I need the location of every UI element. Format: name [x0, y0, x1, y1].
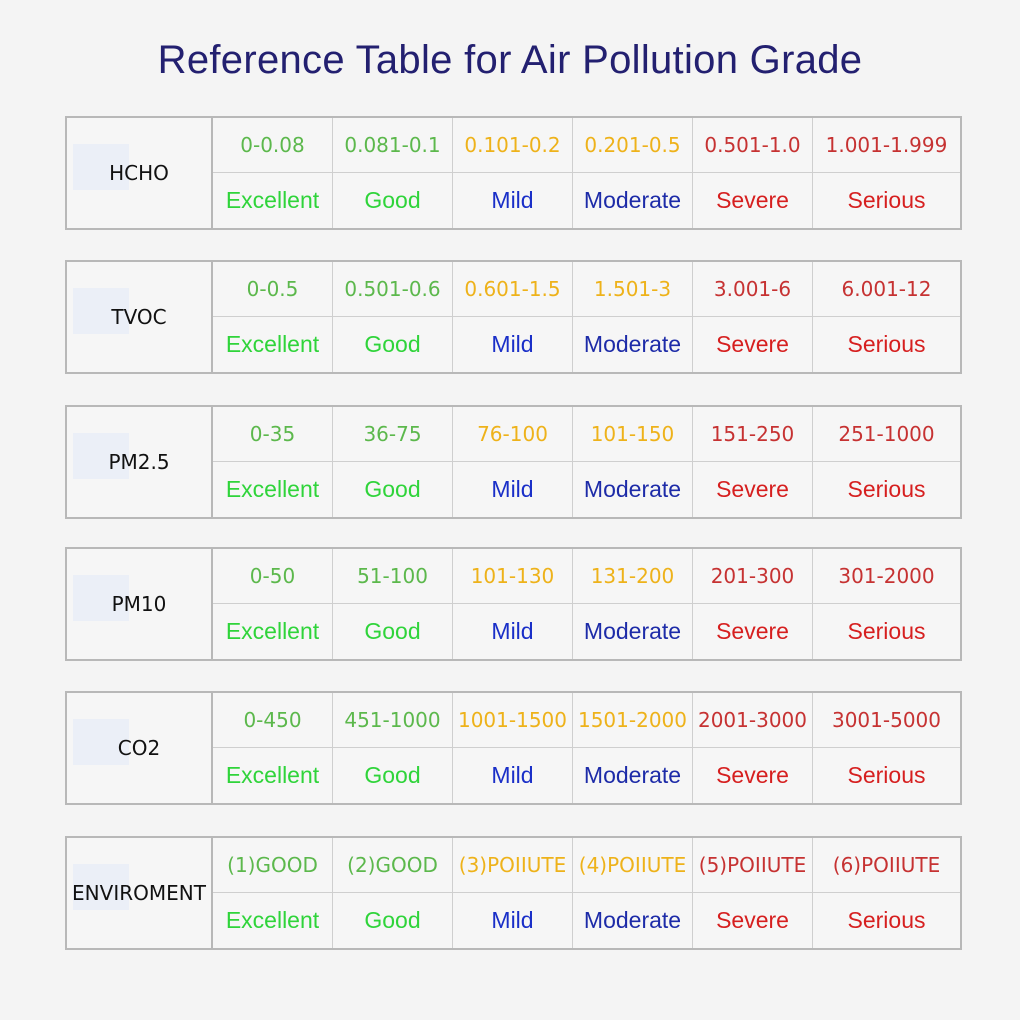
- grade-cell: Serious: [847, 187, 926, 213]
- grade-cell: Severe: [693, 604, 813, 659]
- range-cell: 0.601-1.5: [453, 262, 573, 317]
- range-cell: (5)POIIUTE: [693, 838, 813, 893]
- grade-cell: Mild: [453, 317, 573, 372]
- table-tvoc: TVOC 0-0.5 0.501-0.6 0.601-1.5 1.501-3 3.001-…: [65, 260, 962, 374]
- grade-cell: Severe: [693, 748, 813, 803]
- range-cell: (3)POIIUTE: [453, 838, 573, 893]
- page-title: Reference Table for Air Pollution Grade: [157, 38, 863, 82]
- grade-cell: Serious: [847, 331, 926, 357]
- grade-cell: Severe: [693, 893, 813, 948]
- grade-cell: Moderate: [573, 173, 693, 228]
- label-watermark: [73, 433, 129, 479]
- range-cell: 1501-2000: [573, 693, 693, 748]
- range-cell: 1.501-3: [573, 262, 693, 317]
- range-cell: 251-1000: [813, 407, 960, 462]
- range-cell: 201-300: [693, 549, 813, 604]
- range-cell: 0-50: [213, 549, 333, 604]
- grade-cell: Severe: [693, 317, 813, 372]
- pollutant-label: HCHO: [67, 118, 213, 228]
- range-cell: 1001-1500: [453, 693, 573, 748]
- range-cell: 0-450: [213, 693, 333, 748]
- grade-cell: Good: [333, 462, 453, 517]
- grade-cell: Excellent: [213, 748, 333, 803]
- range-cell: 0.501-1.0: [693, 118, 813, 173]
- grade-cell: Good: [333, 173, 453, 228]
- range-cell: 0.201-0.5: [573, 118, 693, 173]
- table-co2: CO2 0-450 451-1000 1001-1500 1501-2000 2001-3…: [65, 691, 962, 805]
- grade-cell: Mild: [453, 748, 573, 803]
- range-cell: 451-1000: [333, 693, 453, 748]
- range-cell: 76-100: [453, 407, 573, 462]
- range-cell: 101-130: [453, 549, 573, 604]
- grade-cell: Serious: [847, 476, 926, 502]
- range-cell: 0-0.08: [213, 118, 333, 173]
- pollutant-name: ENVIROMENT: [72, 881, 206, 905]
- grade-cell: Excellent: [213, 893, 333, 948]
- grade-cell: Good: [333, 317, 453, 372]
- label-watermark: [73, 575, 129, 621]
- range-cell: 36-75: [333, 407, 453, 462]
- range-cell: 2001-3000: [693, 693, 813, 748]
- pollutant-label: PM2.5: [67, 407, 213, 517]
- pollutant-label: TVOC: [67, 262, 213, 372]
- range-cell: 1.001-1.999: [813, 118, 960, 173]
- grade-cell: Excellent: [213, 173, 333, 228]
- range-cell: (1)GOOD: [213, 838, 333, 893]
- grade-cell: Moderate: [573, 317, 693, 372]
- range-cell: 151-250: [693, 407, 813, 462]
- range-cell: (4)POIIUTE: [573, 838, 693, 893]
- range-cell: 301-2000: [813, 549, 960, 604]
- grade-cell: Excellent: [213, 317, 333, 372]
- range-cell: 3.001-6: [693, 262, 813, 317]
- range-cell: 0-0.5: [213, 262, 333, 317]
- label-watermark: [73, 288, 129, 334]
- grade-cell: Good: [333, 893, 453, 948]
- range-cell: 0.501-0.6: [333, 262, 453, 317]
- range-cell: 0-35: [213, 407, 333, 462]
- grade-cell: Moderate: [573, 604, 693, 659]
- pollutant-label: ENVIROMENT: [67, 838, 213, 948]
- pollutant-label: CO2: [67, 693, 213, 803]
- table-pm10: PM10 0-50 51-100 101-130 131-200 201-300 301-2…: [65, 547, 962, 661]
- table-enviroment: ENVIROMENT (1)GOOD (2)GOOD (3)POIIUTE (4)POI…: [65, 836, 962, 950]
- label-watermark: [73, 719, 129, 765]
- grade-cell: Serious: [847, 762, 926, 788]
- table-pm25: PM2.5 0-35 36-75 76-100 101-150 151-250 251-10…: [65, 405, 962, 519]
- grade-cell: Moderate: [573, 462, 693, 517]
- grade-cell: Good: [333, 748, 453, 803]
- range-cell: 0.101-0.2: [453, 118, 573, 173]
- grade-cell: Excellent: [213, 462, 333, 517]
- pollutant-name: HCHO: [109, 161, 169, 185]
- range-cell: 3001-5000: [813, 693, 960, 748]
- grade-cell: Mild: [453, 462, 573, 517]
- label-watermark: [73, 144, 129, 190]
- table-hcho: HCHO 0-0.08 0.081-0.1 0.101-0.2 0.201-0.5 0.5…: [65, 116, 962, 230]
- pollutant-name: PM10: [111, 592, 167, 616]
- pollutant-name: CO2: [117, 736, 161, 760]
- pollutant-label: PM10: [67, 549, 213, 659]
- range-cell: 6.001-12: [813, 262, 960, 317]
- grade-cell: Moderate: [573, 748, 693, 803]
- range-cell: 0.081-0.1: [333, 118, 453, 173]
- grade-cell: Severe: [693, 462, 813, 517]
- grade-cell: Mild: [453, 893, 573, 948]
- range-cell: 51-100: [333, 549, 453, 604]
- range-cell: (2)GOOD: [333, 838, 453, 893]
- label-watermark: [73, 864, 129, 910]
- range-cell: 131-200: [573, 549, 693, 604]
- grade-cell: Mild: [453, 173, 573, 228]
- range-cell: 101-150: [573, 407, 693, 462]
- grade-cell: Mild: [453, 604, 573, 659]
- grade-cell: Excellent: [213, 604, 333, 659]
- grade-cell: Serious: [847, 618, 926, 644]
- pollutant-name: TVOC: [111, 305, 167, 329]
- grade-cell: Severe: [693, 173, 813, 228]
- grade-cell: Good: [333, 604, 453, 659]
- grade-cell: Serious: [847, 907, 926, 933]
- pollutant-name: PM2.5: [108, 450, 170, 474]
- grade-cell: Moderate: [573, 893, 693, 948]
- range-cell: (6)POIIUTE: [813, 838, 960, 893]
